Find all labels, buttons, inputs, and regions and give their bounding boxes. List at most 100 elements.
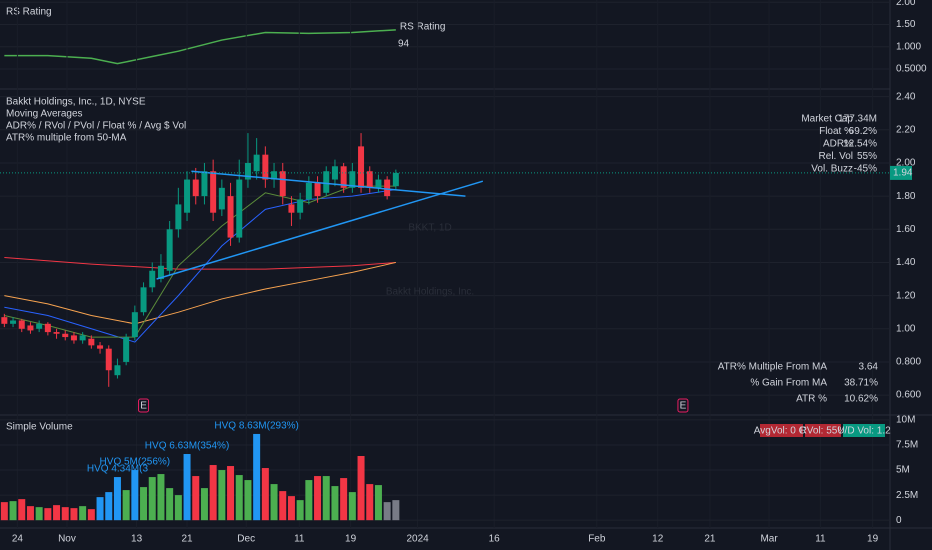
volume-bar <box>296 500 304 521</box>
volume-bar <box>261 468 269 521</box>
x-tick-label: 24 <box>12 534 24 545</box>
volume-bar <box>53 505 61 521</box>
volume-bar <box>79 506 87 521</box>
pane-title: Simple Volume <box>6 422 73 433</box>
last-price-tag <box>890 165 912 180</box>
volume-annotation: HVQ 5M(256%) <box>100 457 171 468</box>
candle-body <box>236 179 243 238</box>
x-tick-label: Nov <box>58 534 76 545</box>
y-tick-label: 10M <box>896 415 915 426</box>
volume-bar <box>322 476 330 521</box>
atr-label: % Gain From MA <box>750 378 827 389</box>
badge-label: U/D Vol: 1.2 <box>837 426 891 437</box>
subtitle: ADR% / RVol / PVol / Float % / Avg $ Vol <box>6 121 186 132</box>
candle-body <box>123 337 130 362</box>
candle-body <box>384 179 391 197</box>
y-tick-label: 1.50 <box>896 19 916 30</box>
candle-body <box>392 172 399 187</box>
candle-body <box>10 320 17 324</box>
candle-body <box>131 312 138 338</box>
y-tick-label: 1.40 <box>896 257 916 268</box>
trendline <box>156 180 484 280</box>
candle-body <box>279 171 286 197</box>
subtitle: Moving Averages <box>6 109 83 120</box>
candle-body <box>79 335 86 341</box>
subtitle: ATR% multiple from 50-MA <box>6 133 127 144</box>
badge <box>760 424 803 437</box>
candle-body <box>18 320 25 329</box>
candle-body <box>218 187 225 210</box>
candle-body <box>88 338 95 346</box>
atr-label: ATR % <box>796 394 827 405</box>
volume-bar <box>192 476 200 521</box>
candle-body <box>262 154 269 180</box>
volume-bar <box>287 496 295 521</box>
x-tick-label: 16 <box>489 534 501 545</box>
volume-bar <box>157 474 165 521</box>
candle-body <box>271 171 278 180</box>
volume-bar <box>70 508 78 521</box>
x-tick-label: Mar <box>760 534 778 545</box>
candle-body <box>44 323 51 333</box>
volume-bar <box>279 491 287 521</box>
x-tick-label: 12 <box>652 534 664 545</box>
stat-label: Float % <box>819 126 853 137</box>
x-tick-label: 19 <box>867 534 879 545</box>
volume-bar <box>18 499 26 521</box>
moving-average <box>4 261 396 325</box>
volume-bar <box>340 478 348 521</box>
volume-annotation: HVQ 4.34M(3 <box>87 464 149 475</box>
earnings-label: E <box>680 401 687 412</box>
y-tick-label: 1.000 <box>896 41 921 52</box>
x-tick-label: 21 <box>704 534 716 545</box>
stat-value: 55% <box>857 151 877 162</box>
volume-bar <box>383 502 391 521</box>
y-tick-label: 7.5M <box>896 440 918 451</box>
stat-label: Rel. Vol <box>819 151 853 162</box>
volume-bar <box>26 506 34 521</box>
volume-bar <box>209 465 217 521</box>
x-tick-label: 13 <box>131 534 143 545</box>
candle-body <box>166 229 173 271</box>
candle-body <box>192 179 199 197</box>
x-tick-label: 11 <box>815 534 826 545</box>
rs-line <box>4 29 396 65</box>
volume-bar <box>227 466 235 521</box>
moving-average <box>4 188 396 343</box>
volume-bar <box>270 484 278 521</box>
volume-bar <box>305 480 313 521</box>
last-price-label: 1.94 <box>893 168 913 179</box>
candle-body <box>210 171 217 213</box>
candle-body <box>288 204 295 213</box>
badge-label: RVol: 55% <box>800 426 847 437</box>
x-tick-label: Feb <box>588 534 606 545</box>
volume-bar <box>183 454 191 521</box>
volume-bar <box>166 488 174 521</box>
candle-body <box>1 317 8 324</box>
stat-label: Market Cap <box>801 114 853 125</box>
volume-bar <box>374 485 382 521</box>
candle-body <box>227 196 234 238</box>
badge <box>805 424 841 437</box>
volume-bar <box>348 492 356 521</box>
stat-value: -45% <box>854 164 877 175</box>
earnings-label: E <box>140 401 147 412</box>
volume-bar <box>357 456 365 521</box>
watermark: Bakkt Holdings, Inc. <box>386 287 474 298</box>
y-tick-label: 2.5M <box>896 490 918 501</box>
rs-value: 94 <box>398 39 410 50</box>
candle-body <box>305 182 312 200</box>
candle-body <box>323 171 330 193</box>
candle-body <box>314 182 321 197</box>
y-tick-label: 1.80 <box>896 191 916 202</box>
volume-bar <box>140 487 148 521</box>
stat-label: ADR% <box>823 139 853 150</box>
candle-body <box>253 154 260 172</box>
atr-value: 3.64 <box>859 362 879 373</box>
candle-body <box>366 171 373 188</box>
candle-body <box>70 335 77 341</box>
x-tick-label: 11 <box>294 534 305 545</box>
volume-bar <box>200 488 208 521</box>
volume-bar <box>113 477 121 521</box>
